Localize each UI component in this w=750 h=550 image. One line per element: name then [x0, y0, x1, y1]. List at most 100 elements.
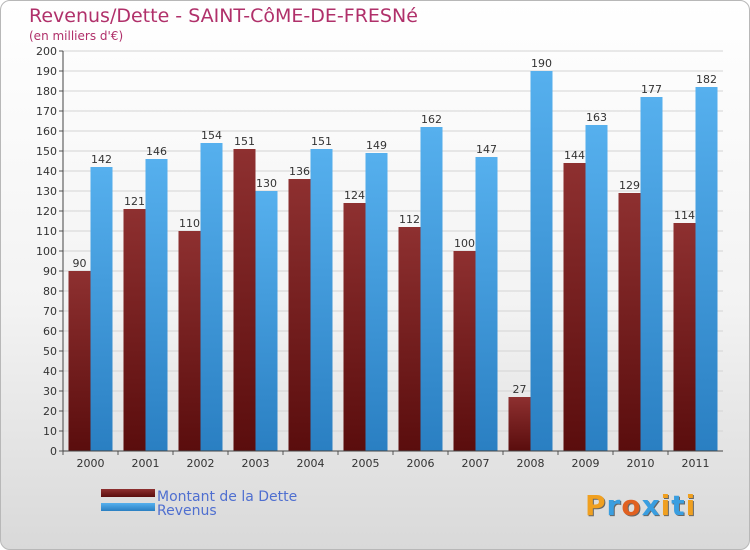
legend-label: Revenus [157, 503, 217, 519]
logo-letter: t [671, 489, 686, 522]
chart-title: Revenus/Dette - SAINT-CôME-DE-FRESNé [29, 5, 418, 27]
y-tick-label: 130 [36, 185, 57, 198]
dette-bar [618, 193, 641, 451]
chart-subtitle: (en milliers d'€) [29, 29, 124, 43]
data-label: 142 [91, 153, 112, 166]
logo-letter: i [660, 489, 672, 522]
y-tick-label: 50 [43, 345, 57, 358]
x-tick-label: 2006 [407, 457, 435, 470]
y-tick-label: 170 [36, 105, 57, 118]
data-label: 151 [311, 135, 332, 148]
data-label: 144 [564, 149, 585, 162]
x-tick-label: 2011 [682, 457, 710, 470]
data-label: 124 [344, 189, 365, 202]
data-label: 27 [513, 383, 527, 396]
y-tick-label: 180 [36, 85, 57, 98]
dette-bar [233, 149, 256, 451]
grid-lines [63, 50, 723, 452]
revenus-bar [200, 143, 223, 451]
data-label: 182 [696, 73, 717, 86]
revenus-bar [145, 159, 168, 451]
y-tick-label: 120 [36, 205, 57, 218]
revenus-bar [640, 97, 663, 451]
y-tick-label: 160 [36, 125, 57, 138]
y-tick-label: 70 [43, 305, 57, 318]
data-label: 100 [454, 237, 475, 250]
logo-letter: i [685, 489, 697, 522]
revenus-bar [695, 87, 718, 451]
y-axis-ticks: 0 10 20 30 40 50 60 70 80 90 100 110 120 130 140 150 160… [36, 45, 63, 458]
logo-letter: x [641, 489, 661, 522]
x-tick-label: 2007 [462, 457, 490, 470]
data-labels: 90 142 121 146 110 154 151 130 136 151 124 149 112 16… [73, 57, 718, 396]
revenus-bar [475, 157, 498, 451]
y-tick-label: 200 [36, 45, 57, 58]
x-tick-label: 2009 [572, 457, 600, 470]
data-label: 147 [476, 143, 497, 156]
data-label: 146 [146, 145, 167, 158]
dette-bar [68, 271, 91, 451]
y-tick-label: 110 [36, 225, 57, 238]
legend-swatch-revenus [101, 503, 155, 511]
data-label: 190 [531, 57, 552, 70]
axes [62, 51, 723, 452]
data-label: 149 [366, 139, 387, 152]
y-tick-label: 0 [50, 445, 57, 458]
dette-bar [453, 251, 476, 451]
legend-swatch-dette [101, 489, 155, 497]
x-tick-label: 2004 [297, 457, 325, 470]
revenus-bar [420, 127, 443, 451]
logo-letter: P [585, 489, 607, 522]
bars-group [68, 71, 718, 451]
data-label: 163 [586, 111, 607, 124]
y-tick-label: 140 [36, 165, 57, 178]
revenus-bar [585, 125, 608, 451]
x-tick-label: 2003 [242, 457, 270, 470]
revenus-bar [365, 153, 388, 451]
dette-bar [288, 179, 311, 451]
y-tick-label: 20 [43, 405, 57, 418]
y-tick-label: 90 [43, 265, 57, 278]
revenus-bar [255, 191, 278, 451]
x-tick-label: 2005 [352, 457, 380, 470]
dette-bar [123, 209, 146, 451]
dette-bar [398, 227, 421, 451]
x-tick-label: 2000 [77, 457, 105, 470]
x-tick-label: 2008 [517, 457, 545, 470]
x-tick-label: 2010 [627, 457, 655, 470]
revenus-bar [310, 149, 333, 451]
revenus-bar [530, 71, 553, 451]
logo-letter: r [606, 489, 622, 522]
y-tick-label: 80 [43, 285, 57, 298]
y-tick-label: 190 [36, 65, 57, 78]
data-label: 114 [674, 209, 695, 222]
data-label: 130 [256, 177, 277, 190]
revenus-bar [90, 167, 113, 451]
y-tick-label: 150 [36, 145, 57, 158]
dette-bar [508, 397, 531, 451]
y-tick-label: 30 [43, 385, 57, 398]
dette-bar [673, 223, 696, 451]
data-label: 162 [421, 113, 442, 126]
legend-label: Montant de la Dette [157, 489, 297, 505]
data-label: 121 [124, 195, 145, 208]
data-label: 112 [399, 213, 420, 226]
data-label: 90 [73, 257, 87, 270]
logo-letter: o [621, 489, 642, 522]
dette-bar [563, 163, 586, 451]
x-tick-label: 2001 [132, 457, 160, 470]
data-label: 151 [234, 135, 255, 148]
proxiti-logo: Proxiti [585, 489, 696, 522]
y-tick-label: 10 [43, 425, 57, 438]
data-label: 110 [179, 217, 200, 230]
x-tick-label: 2002 [187, 457, 215, 470]
x-axis-ticks: 2000 2001 2002 2003 2004 2005 2006 2007 2008 2009… [62, 451, 710, 470]
y-tick-label: 100 [36, 245, 57, 258]
data-label: 177 [641, 83, 662, 96]
dette-bar [178, 231, 201, 451]
dette-bar [343, 203, 366, 451]
y-tick-label: 60 [43, 325, 57, 338]
